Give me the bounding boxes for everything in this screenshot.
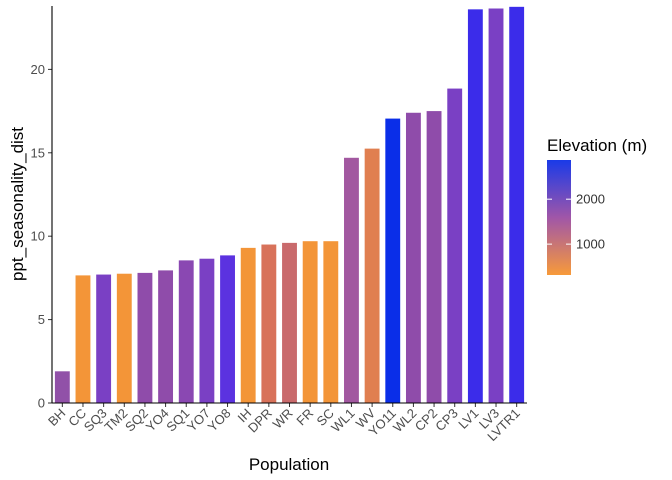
bar-wv xyxy=(364,148,380,403)
bar-wl1 xyxy=(344,157,359,403)
bar-wr xyxy=(282,242,297,403)
x-tick-label: FR xyxy=(293,406,316,429)
bar-sq1 xyxy=(178,260,194,403)
bar-cp3 xyxy=(447,88,463,403)
bar-fr xyxy=(302,241,318,403)
x-tick-label: WR xyxy=(270,406,296,432)
bar-wl2 xyxy=(405,112,421,403)
legend-tick-label: 1000 xyxy=(576,237,605,252)
bar-yo8 xyxy=(220,255,235,403)
bar-sc xyxy=(323,241,339,403)
bar-lv1 xyxy=(467,9,483,404)
y-tick-label: 10 xyxy=(31,229,45,244)
y-tick-label: 5 xyxy=(38,312,45,327)
y-tick-label: 15 xyxy=(31,145,45,160)
legend-ticks: 1000 2000 xyxy=(547,192,605,252)
bar-yo11 xyxy=(385,118,401,403)
x-tick-label: YO8 xyxy=(205,406,234,435)
legend-title: Elevation (m) xyxy=(547,136,647,155)
bar-dpr xyxy=(261,244,277,403)
bar-cc xyxy=(75,275,91,403)
bar-bh xyxy=(54,371,70,403)
bars xyxy=(54,6,525,404)
bar-yo7 xyxy=(199,258,215,403)
legend-tick-label: 2000 xyxy=(576,192,605,207)
y-ticks: 0 5 10 15 20 xyxy=(31,62,52,411)
y-axis-title: ppt_seasonality_dist xyxy=(8,127,27,281)
bar-tm2 xyxy=(116,273,132,403)
bar-cp2 xyxy=(426,111,442,403)
bar-lvtr1 xyxy=(509,6,525,404)
y-tick-label: 20 xyxy=(31,62,45,77)
legend-colorbar xyxy=(547,160,571,275)
bar-sq3 xyxy=(96,274,112,403)
y-tick-label: 0 xyxy=(38,396,45,411)
bar-lv3 xyxy=(488,8,504,403)
bar-yo4 xyxy=(158,270,174,403)
legend: Elevation (m) 1000 2000 xyxy=(547,136,647,275)
bar-sq2 xyxy=(137,272,153,403)
x-tick-label: BH xyxy=(45,406,68,429)
x-axis-title: Population xyxy=(249,455,329,474)
bar-ih xyxy=(240,247,256,403)
